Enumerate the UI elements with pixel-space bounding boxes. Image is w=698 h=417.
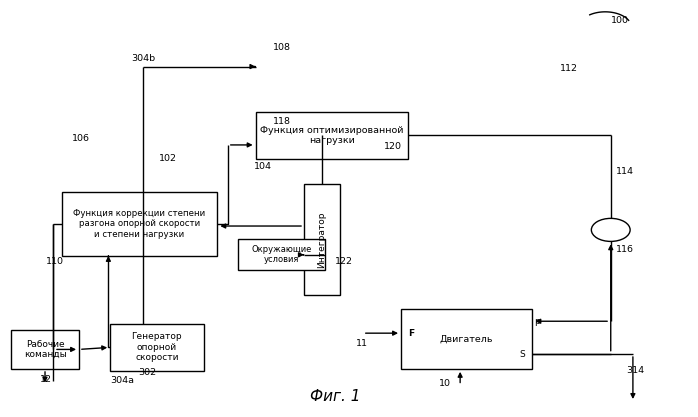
Text: 100: 100 (611, 16, 629, 25)
Text: 11: 11 (356, 339, 368, 348)
Text: +: + (606, 221, 616, 231)
Text: Рабочие
команды: Рабочие команды (24, 340, 66, 359)
Text: 114: 114 (616, 166, 634, 176)
Text: S: S (520, 349, 526, 359)
Text: 106: 106 (72, 134, 90, 143)
Text: Интегратор: Интегратор (318, 211, 327, 268)
Text: 102: 102 (158, 154, 177, 163)
Bar (238, 239, 325, 270)
Circle shape (591, 219, 630, 241)
Bar (11, 330, 79, 369)
Text: 110: 110 (45, 257, 64, 266)
Text: Функция оптимизированной
нагрузки: Функция оптимизированной нагрузки (260, 126, 403, 145)
Text: Генератор
опорной
скорости: Генератор опорной скорости (131, 332, 182, 362)
Text: p: p (534, 317, 540, 326)
Bar (401, 309, 533, 369)
Text: Функция коррекции степени
разгона опорной скорости
и степени нагрузки: Функция коррекции степени разгона опорно… (73, 209, 206, 239)
Text: 104: 104 (253, 163, 272, 171)
Bar (110, 324, 204, 371)
Text: Фиг. 1: Фиг. 1 (310, 389, 360, 404)
Text: 10: 10 (439, 379, 451, 388)
Text: −: − (605, 228, 616, 241)
Text: 112: 112 (560, 64, 578, 73)
Bar (255, 112, 408, 159)
Text: Окружающие
условия: Окружающие условия (251, 245, 312, 264)
Text: 120: 120 (384, 142, 401, 151)
Text: 302: 302 (138, 368, 156, 377)
Text: 118: 118 (273, 117, 291, 126)
Text: 116: 116 (616, 245, 634, 254)
Text: 314: 314 (626, 366, 644, 375)
Text: 108: 108 (273, 43, 291, 52)
Bar (304, 184, 340, 295)
Text: F: F (408, 329, 414, 338)
Text: 304a: 304a (110, 376, 134, 384)
Bar (61, 192, 218, 256)
Text: 122: 122 (335, 257, 353, 266)
Text: 304b: 304b (131, 54, 155, 63)
Text: Двигатель: Двигатель (440, 334, 493, 344)
Text: 12: 12 (40, 375, 52, 384)
